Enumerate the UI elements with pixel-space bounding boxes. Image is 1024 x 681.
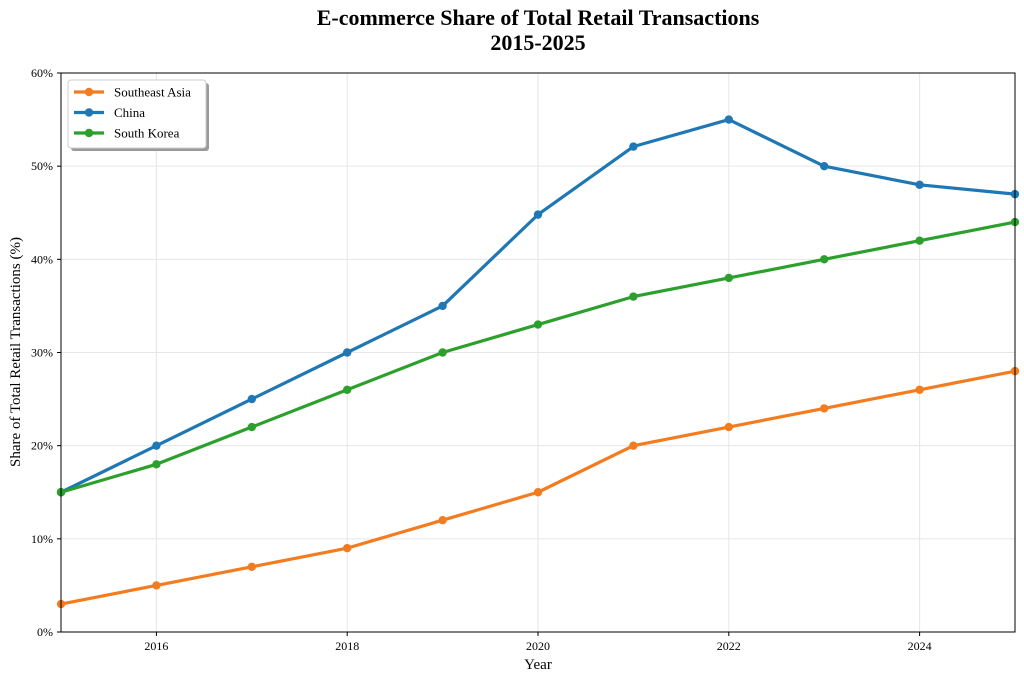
series-china (56, 115, 1020, 497)
legend-marker (84, 108, 94, 117)
data-point (343, 385, 352, 394)
series-group (56, 115, 1020, 609)
series-south-korea (56, 217, 1020, 497)
x-tick-label: 2024 (908, 639, 932, 653)
data-point (629, 441, 638, 450)
data-point (820, 404, 829, 413)
x-tick-label: 2022 (717, 639, 741, 653)
series-southeast-asia (56, 366, 1020, 609)
data-point (724, 115, 733, 124)
data-point (152, 581, 161, 590)
legend-label: China (114, 105, 145, 120)
legend-label: Southeast Asia (114, 85, 191, 100)
chart-subtitle: 2015-2025 (490, 30, 585, 55)
data-point (343, 543, 352, 553)
data-point (438, 348, 447, 357)
legend-box (67, 79, 207, 149)
y-tick-label: 50% (31, 159, 53, 173)
data-point (152, 441, 161, 450)
legend-marker (84, 128, 94, 138)
data-point (533, 320, 543, 329)
y-axis-label: Share of Total Retail Transactions (%) (8, 237, 24, 467)
x-tick-label: 2016 (144, 639, 168, 653)
data-point (724, 422, 733, 432)
data-point (533, 488, 543, 497)
data-point (343, 348, 352, 357)
y-tick-label: 40% (31, 252, 53, 266)
data-point (152, 460, 161, 469)
data-point (629, 142, 638, 151)
data-point (915, 236, 924, 245)
legend: Southeast Asia China South Korea (67, 79, 209, 151)
axis-ticks: 2016 2018 2020 2022 2024 0% 10% 20% 30% 40% 50% 60% (31, 66, 932, 653)
data-point (247, 394, 256, 404)
data-point (915, 180, 924, 189)
data-point (820, 161, 829, 171)
data-point (915, 385, 924, 394)
data-point (820, 255, 829, 264)
data-point (533, 210, 543, 219)
data-point (247, 562, 256, 571)
y-tick-label: 20% (31, 439, 53, 453)
data-point (247, 422, 256, 432)
data-point (724, 273, 733, 283)
x-tick-label: 2020 (526, 639, 550, 653)
chart-title: E-commerce Share of Total Retail Transac… (317, 5, 760, 30)
data-point (438, 301, 447, 311)
grid (61, 72, 1015, 633)
y-tick-label: 0% (37, 625, 53, 639)
y-tick-label: 30% (31, 346, 53, 360)
legend-label: South Korea (114, 126, 180, 141)
x-axis-label: Year (524, 657, 552, 673)
data-point (629, 292, 638, 301)
data-point (438, 516, 447, 525)
legend-marker (84, 87, 94, 97)
x-tick-label: 2018 (335, 639, 359, 653)
y-tick-label: 10% (31, 532, 53, 546)
y-tick-label: 60% (31, 66, 53, 80)
